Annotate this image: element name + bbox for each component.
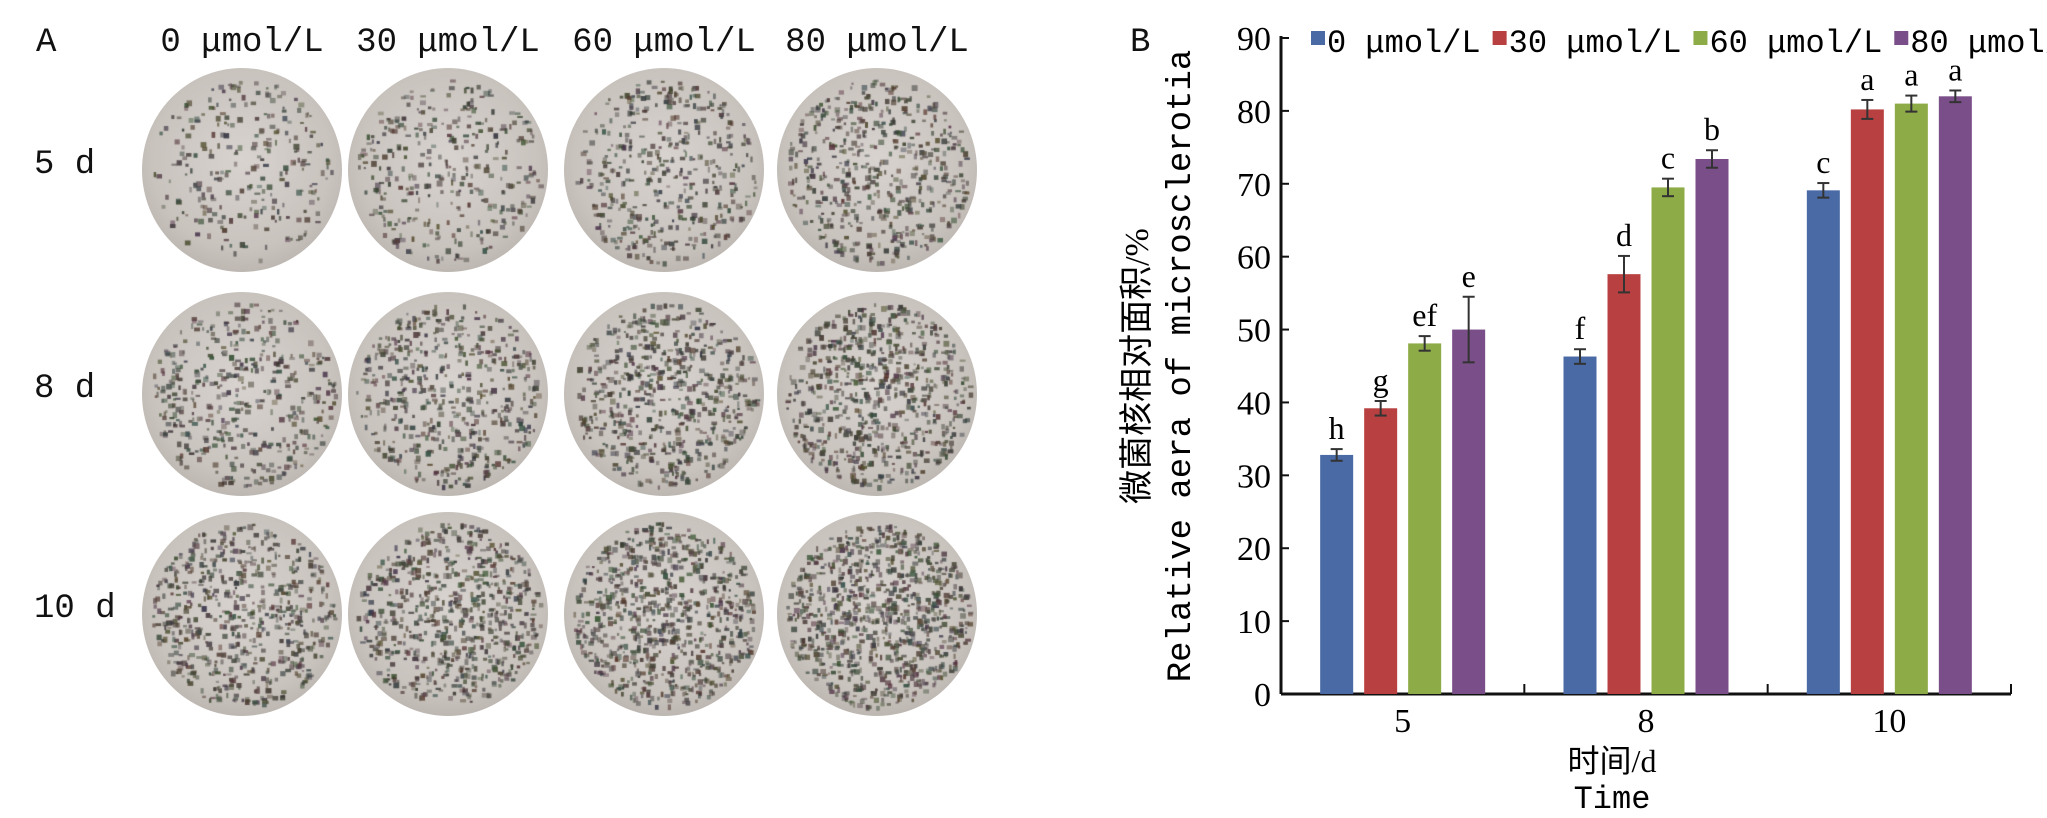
petri-dish-image bbox=[564, 68, 764, 272]
bar bbox=[1850, 109, 1884, 695]
petri-dish-image bbox=[564, 512, 764, 716]
y-tick-label: 50 bbox=[1237, 313, 1271, 350]
y-tick-label: 80 bbox=[1237, 94, 1271, 131]
y-axis-label-en: Relative aera of microsclerotia bbox=[1163, 50, 1201, 683]
column-label: 0 μmol/L bbox=[160, 24, 324, 62]
y-tick-label: 0 bbox=[1254, 677, 1271, 714]
y-axis-label-cn: 微菌核相对面积/% bbox=[1118, 228, 1156, 504]
legend-swatch bbox=[1492, 31, 1507, 45]
x-tick-label: 8 bbox=[1638, 703, 1655, 740]
significance-letter: c bbox=[1816, 144, 1830, 180]
bar bbox=[1806, 190, 1840, 695]
y-tick-label: 40 bbox=[1237, 385, 1271, 422]
y-tick-label: 10 bbox=[1237, 604, 1271, 641]
petri-dish-image bbox=[142, 68, 342, 272]
y-tick-label: 60 bbox=[1237, 240, 1271, 277]
significance-letter: g bbox=[1373, 362, 1389, 398]
y-tick-label: 70 bbox=[1237, 167, 1271, 204]
petri-dish-image bbox=[348, 292, 548, 496]
panel-b-label: B bbox=[1130, 24, 1151, 62]
petri-dish-image bbox=[142, 512, 342, 716]
significance-letter: b bbox=[1704, 111, 1720, 147]
significance-letter: ef bbox=[1412, 297, 1437, 333]
significance-letter: a bbox=[1904, 57, 1918, 93]
significance-letter: h bbox=[1329, 410, 1345, 446]
x-tick-label: 10 bbox=[1872, 703, 1906, 740]
legend-label: 60 μmol/L bbox=[1709, 25, 1882, 62]
row-label: 10 d bbox=[34, 590, 116, 628]
petri-dish-image bbox=[142, 292, 342, 496]
significance-letter: d bbox=[1616, 217, 1632, 253]
bar bbox=[1563, 356, 1597, 694]
y-tick-label: 90 bbox=[1237, 21, 1271, 58]
panel-a-label: A bbox=[36, 24, 57, 62]
legend-label: 80 μmol/L bbox=[1910, 25, 2047, 62]
bar bbox=[1938, 96, 1972, 695]
bar bbox=[1452, 329, 1486, 694]
bar bbox=[1651, 187, 1685, 694]
x-axis-label-en: Time bbox=[1574, 781, 1651, 818]
bar bbox=[1320, 454, 1354, 694]
column-label: 30 μmol/L bbox=[356, 24, 540, 62]
significance-letter: f bbox=[1575, 310, 1586, 346]
significance-letter: a bbox=[1948, 51, 1962, 87]
legend-label: 30 μmol/L bbox=[1509, 25, 1682, 62]
petri-dish-image bbox=[348, 512, 548, 716]
bar bbox=[1364, 408, 1398, 694]
legend-swatch bbox=[1894, 31, 1909, 45]
bar bbox=[1408, 343, 1442, 694]
y-tick-label: 30 bbox=[1237, 458, 1271, 495]
x-axis-label-cn: 时间/d bbox=[1568, 743, 1657, 779]
y-tick-label: 20 bbox=[1237, 531, 1271, 568]
significance-letter: e bbox=[1462, 258, 1476, 294]
row-label: 8 d bbox=[34, 370, 96, 408]
row-label: 5 d bbox=[34, 146, 96, 184]
x-tick-label: 5 bbox=[1394, 703, 1411, 740]
petri-dish-image bbox=[777, 512, 977, 716]
column-label: 80 μmol/L bbox=[785, 24, 969, 62]
legend-swatch bbox=[1693, 31, 1708, 45]
bar bbox=[1695, 158, 1729, 695]
bar bbox=[1607, 274, 1641, 694]
petri-dish-image bbox=[777, 68, 977, 272]
significance-letter: c bbox=[1661, 140, 1675, 176]
petri-dish-image bbox=[564, 292, 764, 496]
significance-letter: a bbox=[1860, 61, 1874, 97]
legend-swatch bbox=[1311, 31, 1325, 45]
y-axis-label: 微菌核相对面积/% Relative aera of microscleroti… bbox=[1118, 50, 1201, 683]
petri-dish-image bbox=[777, 292, 977, 496]
petri-dish-image bbox=[348, 68, 548, 272]
legend-label: 0 μmol/L bbox=[1327, 25, 1481, 62]
column-label: 60 μmol/L bbox=[572, 24, 756, 62]
bar bbox=[1894, 103, 1928, 695]
